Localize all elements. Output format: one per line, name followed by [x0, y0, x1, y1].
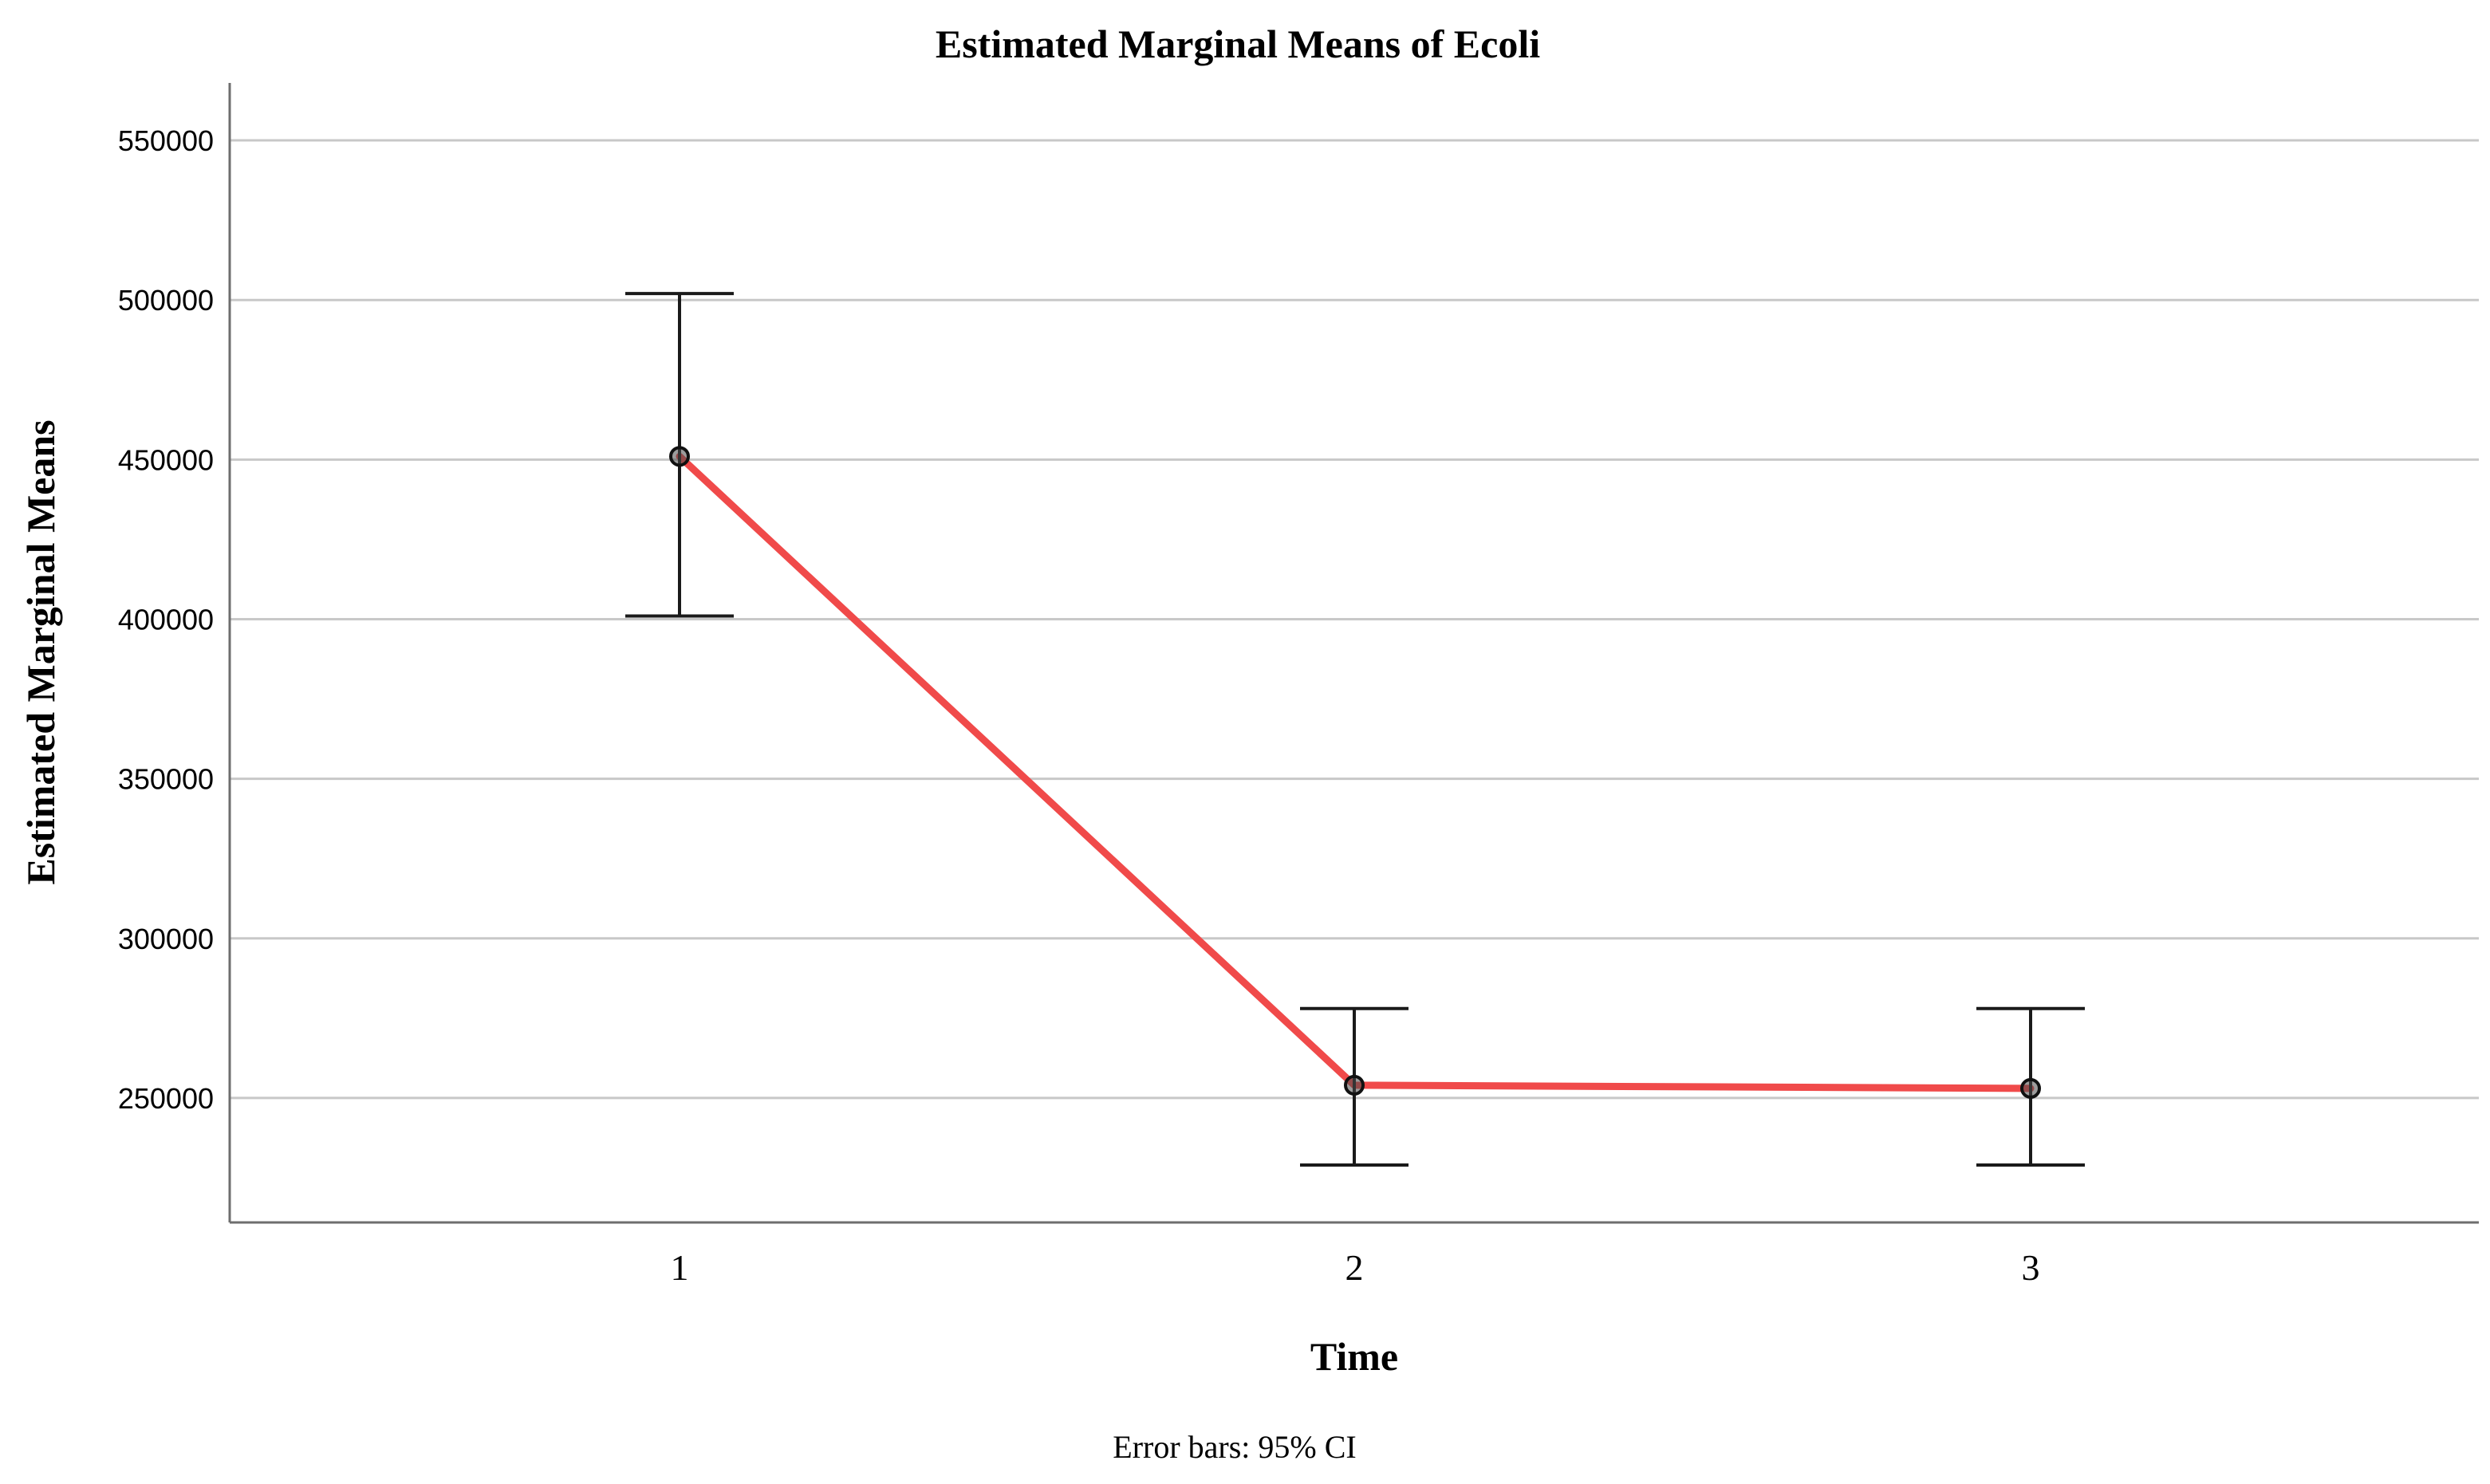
x-tick-label: 2 [1345, 1247, 1364, 1288]
chart-title: Estimated Marginal Means of Ecoli [936, 22, 1540, 66]
x-axis-label: Time [1310, 1334, 1398, 1379]
error-bars [625, 292, 2085, 1167]
y-tick-label: 250000 [118, 1082, 214, 1115]
y-tick-labels: 250000 300000 350000 400000 450000 500000 5500… [118, 124, 214, 1115]
y-tick-label: 550000 [118, 124, 214, 157]
data-point [2020, 1077, 2041, 1099]
x-tick-labels: 1 2 3 [671, 1247, 2040, 1288]
data-point [669, 446, 690, 467]
y-tick-label: 500000 [118, 284, 214, 317]
y-tick-label: 400000 [118, 603, 214, 636]
y-tick-label: 300000 [118, 923, 214, 955]
y-tick-label: 350000 [118, 763, 214, 796]
data-point [1344, 1074, 1365, 1096]
series-polyline [676, 452, 2035, 1092]
x-tick-label: 3 [2022, 1247, 2040, 1288]
y-tick-label: 450000 [118, 443, 214, 476]
error-bars-footnote: Error bars: 95% CI [1113, 1429, 1356, 1465]
series-line [676, 452, 2035, 1092]
y-axis-label: Estimated Marginal Means [18, 419, 63, 884]
data-points [669, 446, 2041, 1099]
gridlines [230, 139, 2479, 1100]
x-tick-label: 1 [671, 1247, 689, 1288]
